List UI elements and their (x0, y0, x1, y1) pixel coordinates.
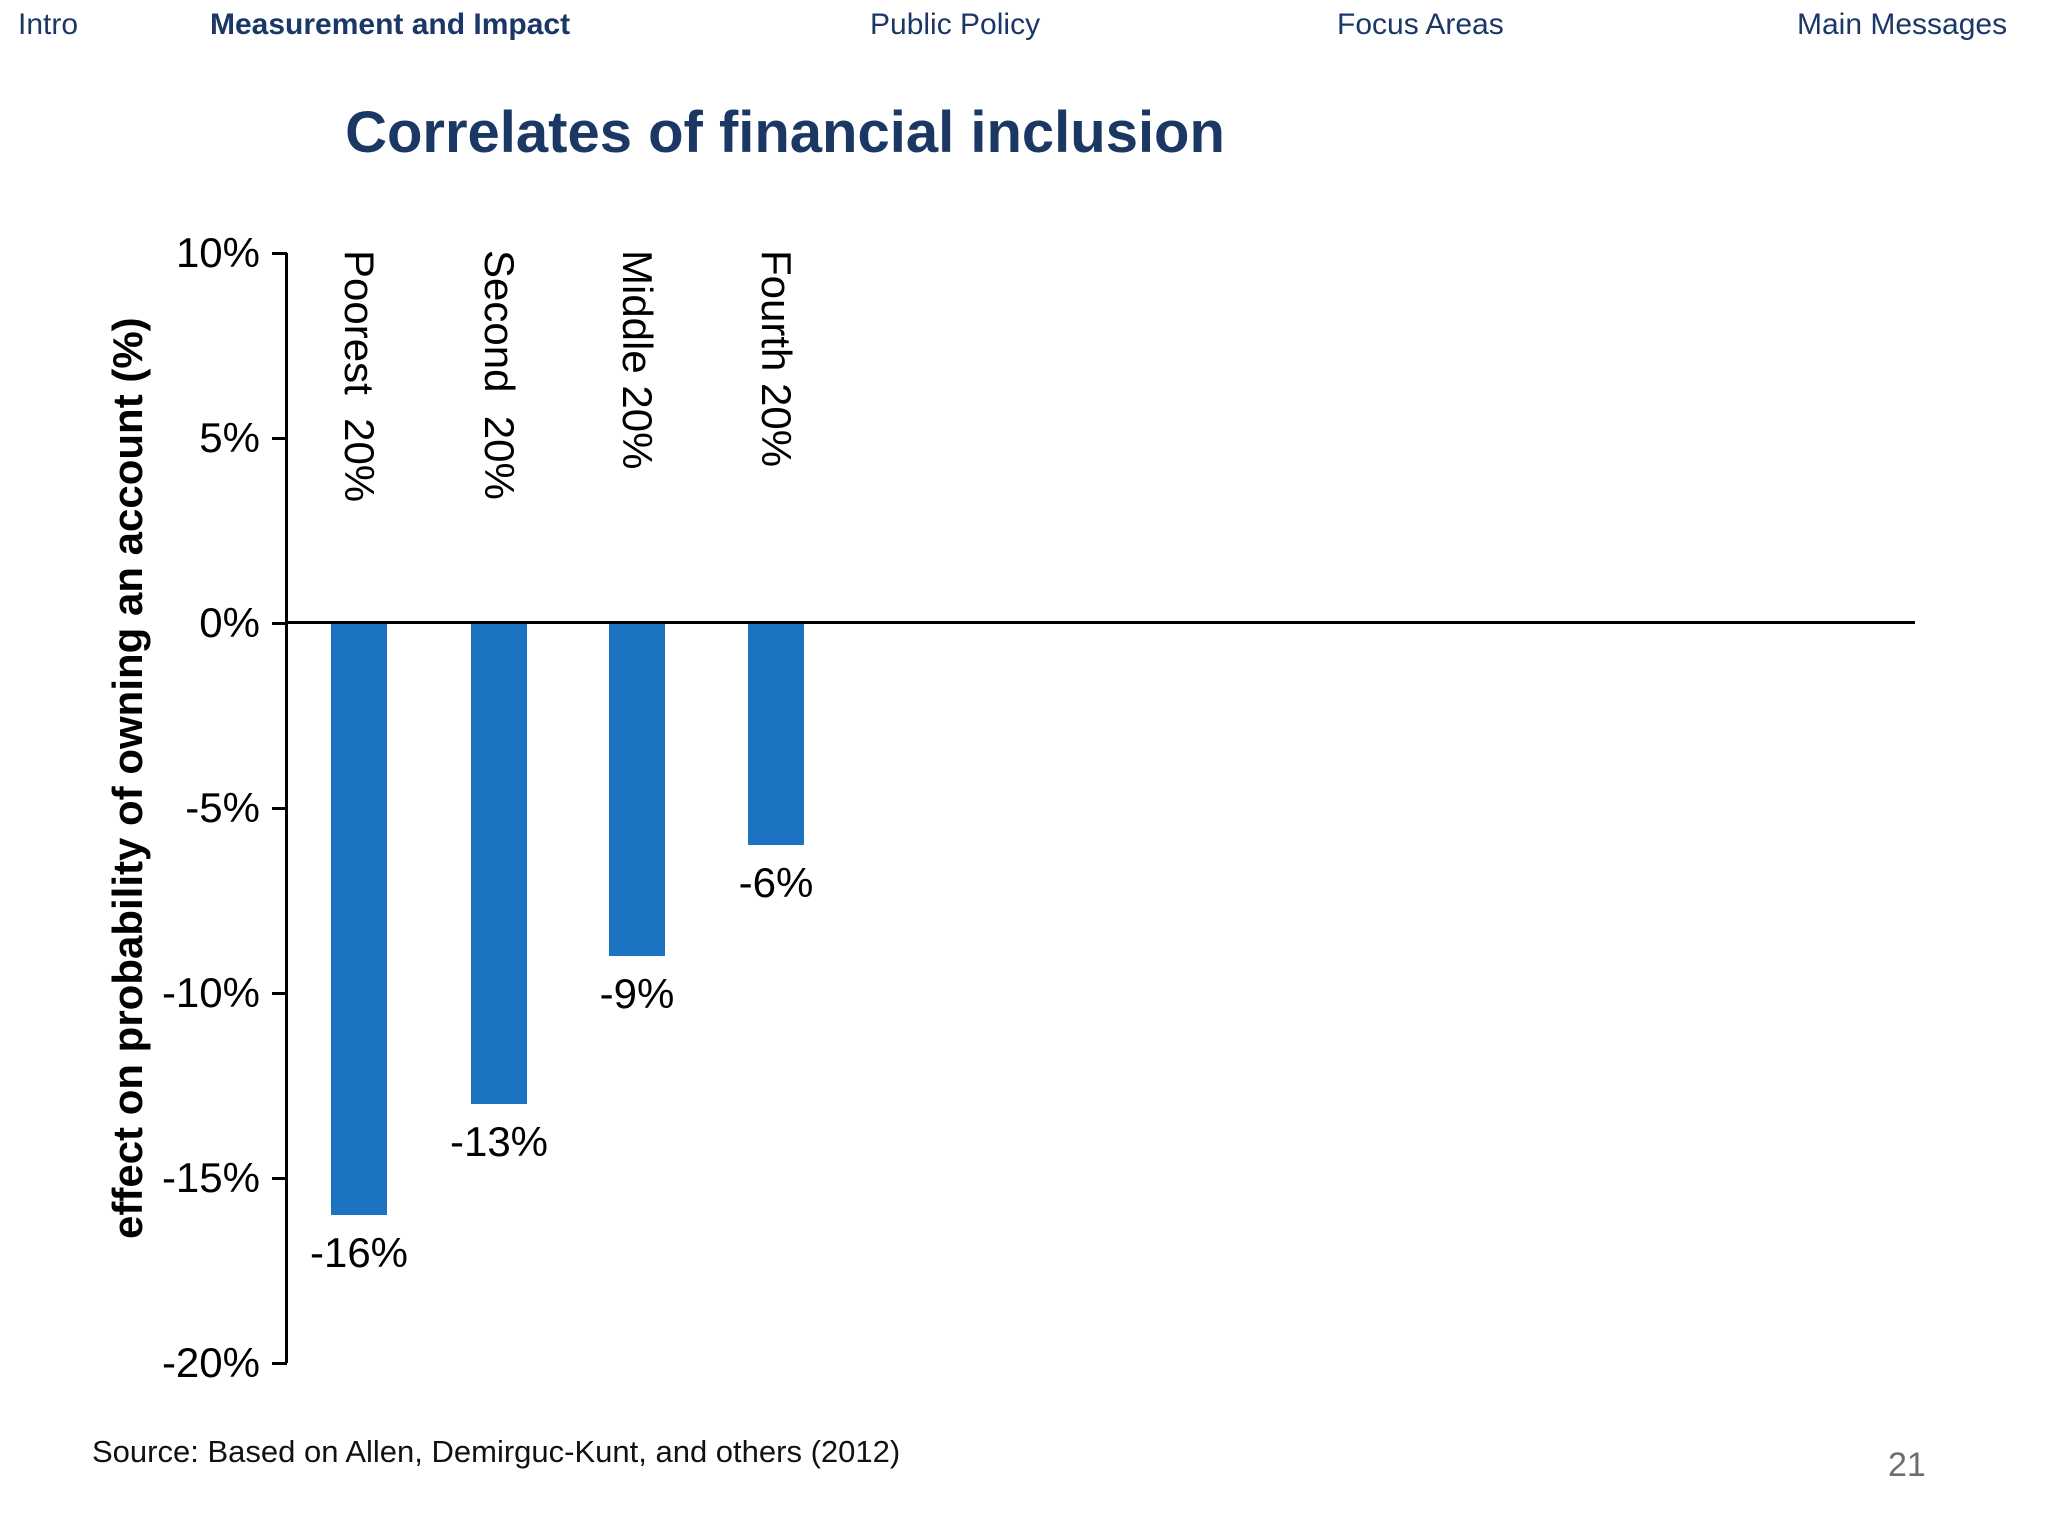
page-number: 21 (1888, 1446, 1926, 1484)
category-label: Poorest 20% (336, 250, 383, 503)
bar-2 (471, 623, 527, 1104)
y-tick-mark (272, 622, 287, 625)
data-label: -6% (738, 859, 814, 906)
y-tick-mark (272, 437, 287, 440)
y-tick-mark (272, 1362, 287, 1365)
bar-3 (609, 623, 665, 956)
nav-item-focus-areas[interactable]: Focus Areas (1337, 8, 1504, 41)
y-tick-label: -5% (185, 784, 260, 831)
zero-baseline (285, 621, 1915, 624)
y-tick-label: 10% (175, 229, 260, 276)
bar-4 (748, 623, 804, 845)
bar-1 (331, 623, 387, 1215)
page-title: Correlates of financial inclusion (345, 99, 1225, 165)
category-label: Fourth 20% (753, 250, 800, 468)
y-tick-mark (272, 807, 287, 810)
y-tick-mark (272, 1177, 287, 1180)
nav-item-public-policy[interactable]: Public Policy (870, 8, 1041, 41)
y-tick-label: -10% (161, 969, 260, 1016)
y-axis-title: effect on probability of owning an accou… (104, 317, 151, 1239)
y-tick-label: 5% (199, 414, 260, 461)
y-tick-mark (272, 252, 287, 255)
nav-item-main-messages[interactable]: Main Messages (1797, 8, 2008, 41)
data-label: -16% (309, 1229, 409, 1276)
y-tick-label: -15% (161, 1154, 260, 1201)
y-tick-mark (272, 992, 287, 995)
nav-item-intro[interactable]: Intro (18, 8, 79, 41)
category-label: Middle 20% (614, 250, 661, 470)
y-tick-label: 0% (199, 599, 260, 646)
source-note: Source: Based on Allen, Demirguc-Kunt, a… (92, 1434, 901, 1469)
nav-item-measurement-and-impact[interactable]: Measurement and Impact (210, 8, 571, 41)
category-label: Second 20% (476, 250, 523, 500)
data-label: -13% (449, 1118, 549, 1165)
data-label: -9% (599, 970, 675, 1017)
y-tick-label: -20% (161, 1339, 260, 1386)
